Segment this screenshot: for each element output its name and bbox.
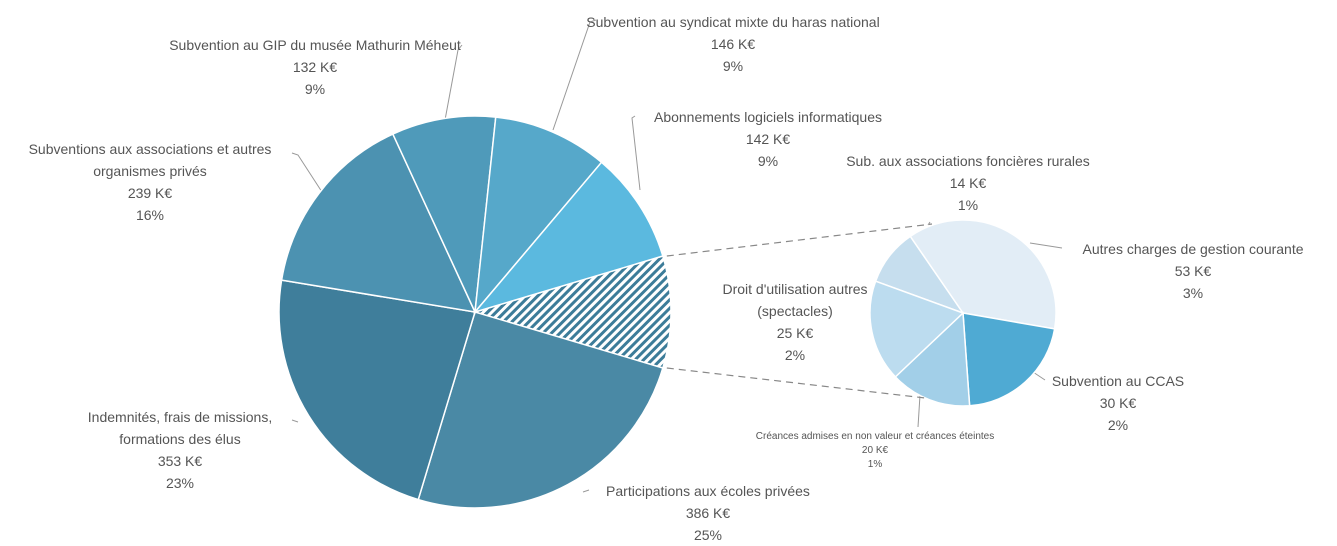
leader-line: [552, 19, 597, 131]
sub-slice-label: Créances admises en non valeur et créanc…: [755, 431, 995, 470]
pie-slice: [417, 311, 664, 509]
sub-slice-label: Droit d'utilisation autres (spectacles) 2…: [722, 281, 868, 363]
sub-pie-slice: [909, 219, 1057, 330]
leader-line: [291, 152, 323, 193]
connector: [666, 367, 926, 399]
sub-pie-slice: [869, 280, 965, 378]
pies: [278, 115, 1057, 509]
leader-line: [1029, 242, 1063, 249]
leader-line: [582, 489, 590, 493]
sub-slice-label: Autres charges de gestion courante 53 K€ 3…: [1082, 241, 1304, 301]
sub-pie-slice: [962, 312, 1056, 407]
pie-slice: [472, 161, 664, 314]
leader-line: [917, 394, 921, 428]
other-slice: [472, 255, 672, 369]
leader-line: [291, 419, 299, 423]
leader-line: [444, 44, 463, 121]
pie-slice: [278, 279, 476, 501]
slice-label: Participations aux écoles privées 386 K€ 2…: [606, 483, 810, 543]
sub-pie-slice: [894, 311, 971, 407]
pie-slice: [473, 116, 603, 315]
slice-label: Abonnements logiciels informatiques 142 K…: [653, 109, 882, 169]
slice-label: Subvention au GIP du musée Mathurin Méhe…: [169, 37, 461, 97]
pie-slice: [280, 133, 477, 313]
slice-label: Subvention au syndicat mixte du haras na…: [586, 14, 880, 74]
pie-slice: [391, 115, 497, 315]
leader-line: [631, 115, 641, 191]
connector: [666, 223, 933, 257]
slice-label: Subventions aux associations et autres o…: [28, 141, 272, 223]
sub-slice-label: Subvention au CCAS 30 K€ 2%: [1051, 373, 1185, 433]
sub-slice-label: Sub. aux associations foncières rurales 1…: [846, 153, 1090, 213]
leader-lines: [291, 19, 1063, 493]
slice-label: Indemnités, frais de missions, formation…: [87, 409, 273, 491]
leader-line: [927, 221, 931, 226]
